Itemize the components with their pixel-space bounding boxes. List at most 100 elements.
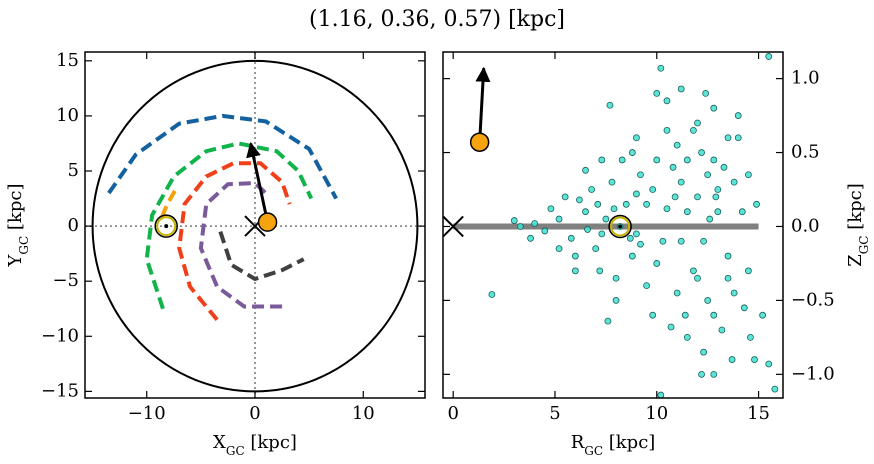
scatter-point	[628, 252, 636, 260]
scatter-point	[584, 226, 591, 233]
scatter-point	[592, 245, 600, 253]
scatter-point	[649, 186, 657, 193]
x-tick-label: 5	[549, 403, 560, 424]
scatter-point	[704, 297, 712, 304]
scatter-point	[753, 200, 760, 208]
scatter-point	[677, 237, 685, 245]
scatter-point	[527, 234, 534, 242]
velocity-arrow	[475, 66, 491, 143]
scatter-point	[547, 205, 555, 213]
y-tick-label: 1.0	[791, 68, 820, 89]
scatter-point	[594, 200, 602, 208]
scatter-point	[698, 149, 705, 156]
plot-area	[85, 52, 425, 398]
scatter-point	[747, 333, 754, 341]
scatter-point	[673, 289, 681, 297]
scatter-point	[724, 252, 732, 260]
orbit-arc	[177, 161, 292, 322]
scatter-point	[765, 53, 773, 60]
y-tick-label: −15	[41, 380, 79, 401]
scatter-point	[690, 126, 697, 134]
y-tick-label: −5	[52, 270, 79, 291]
sun-marker-ring	[156, 216, 177, 237]
scatter-point	[673, 141, 681, 149]
y-tick-label: 0.0	[791, 215, 820, 236]
orbit-arc	[144, 141, 314, 310]
x-tick-label: 0	[249, 403, 260, 424]
scatter-point	[582, 166, 589, 174]
scatter-point	[633, 190, 640, 198]
scatter-point	[626, 234, 634, 242]
scatter-point	[659, 237, 667, 245]
scatter-point	[555, 215, 563, 223]
y-tick-label: 0	[68, 215, 79, 236]
scatter-point	[571, 267, 579, 275]
scatter-point	[710, 311, 718, 319]
x-axis-label-part: [kpc]	[245, 432, 297, 453]
sun-marker-ring	[610, 216, 631, 237]
scatter-point	[704, 171, 712, 179]
scatter-point	[582, 208, 589, 216]
scatter-point	[657, 391, 665, 398]
scatter-point	[683, 208, 691, 216]
scatter-point	[694, 274, 701, 282]
scatter-point	[561, 193, 569, 201]
scatter-point	[567, 234, 575, 242]
scatter-point	[724, 134, 732, 142]
y-tick-label: 0.5	[791, 142, 820, 163]
scatter-point	[702, 90, 710, 97]
scatter-point	[683, 156, 691, 164]
scatter-point	[714, 186, 722, 193]
scatter-point	[718, 326, 726, 334]
scatter-point	[771, 385, 779, 393]
sun-marker-dot	[618, 224, 623, 229]
scatter-point	[712, 193, 720, 201]
scatter-point	[677, 178, 685, 186]
y-tick-label: −1.0	[791, 363, 835, 384]
velocity-arrow	[246, 141, 270, 223]
scatter-point	[653, 90, 661, 97]
scatter-point	[728, 356, 736, 363]
plot-area	[443, 53, 779, 398]
scatter-point	[724, 274, 732, 282]
scatter-point	[720, 163, 728, 171]
scatter-point	[649, 311, 657, 319]
scatter-point	[618, 156, 626, 164]
scatter-point	[698, 370, 705, 378]
scatter-point	[700, 348, 707, 356]
x-axis-label: RGC [kpc]	[571, 432, 656, 458]
scatter-point	[643, 282, 650, 290]
scatter-point	[516, 223, 524, 230]
scatter-point	[488, 291, 496, 298]
scatter-point	[588, 186, 596, 193]
scatter-point	[694, 193, 701, 201]
y-axis-label-part: GC	[857, 235, 871, 254]
scatter-point	[714, 208, 722, 216]
y-tick-label: 10	[56, 105, 79, 126]
satellite-marker	[257, 212, 278, 232]
scatter-point	[653, 156, 661, 164]
scatter-point	[576, 196, 583, 204]
scatter-point	[628, 149, 636, 156]
figure-title: (1.16, 0.36, 0.57) [kpc]	[309, 7, 565, 32]
orbit-arc	[218, 230, 305, 282]
scatter-point	[730, 178, 738, 186]
scatter-point	[765, 360, 773, 368]
scatter-point	[663, 205, 671, 213]
orbit-arc	[198, 181, 283, 309]
x-tick-label: 0	[447, 403, 458, 424]
x-axis-label-part: R	[571, 432, 585, 453]
x-tick-label: 10	[645, 403, 668, 424]
scatter-point	[653, 260, 661, 267]
scatter-point	[643, 200, 650, 208]
y-axis-label-part: Y	[5, 253, 26, 267]
scatter-point	[604, 317, 612, 325]
x-axis-label-part: GC	[584, 444, 603, 458]
y-tick-label: −10	[41, 325, 79, 346]
origin-marker	[443, 215, 464, 238]
scatter-point	[637, 240, 644, 248]
scatter-point	[633, 134, 640, 142]
scatter-point	[657, 64, 665, 72]
x-axis-label-part: X	[213, 432, 226, 453]
x-axis-label-part: GC	[226, 444, 245, 458]
